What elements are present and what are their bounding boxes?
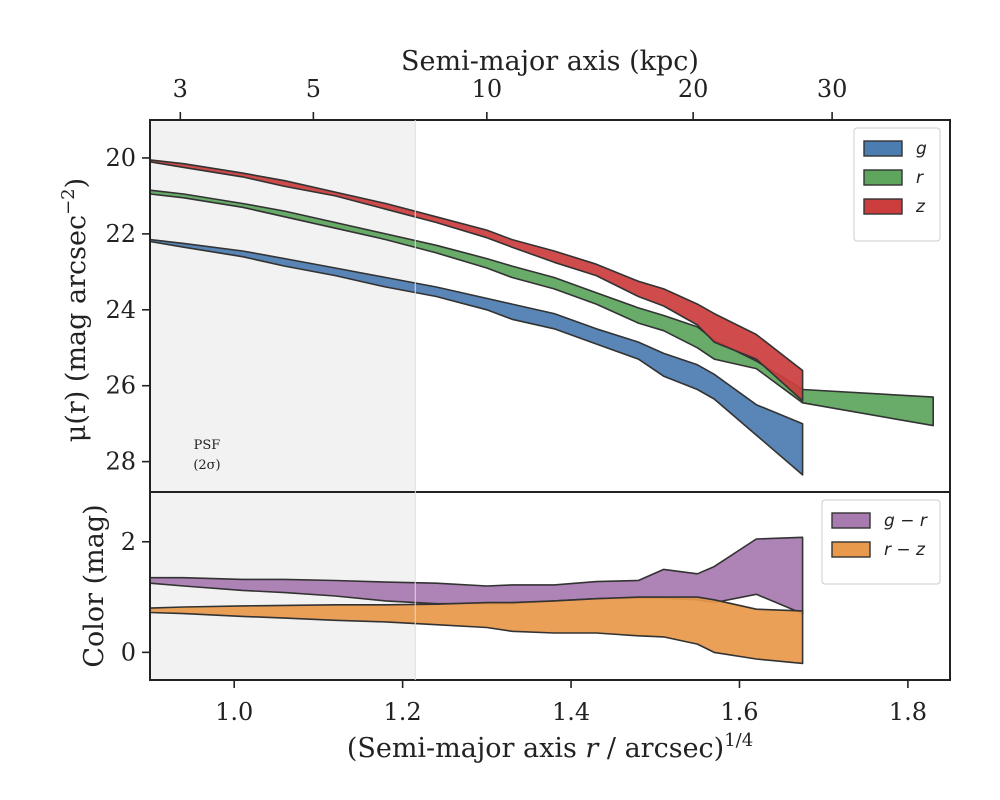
x-tick-label: 1.2 [384,698,422,726]
lower-bands [149,536,804,665]
bottom-axis-title-rest: / arcsec) [598,733,724,764]
band-r [149,189,934,427]
bottom-axis-title-exp: 1/4 [724,730,753,751]
band-g [149,238,804,476]
upper-bands [149,159,934,476]
legend-swatch [863,140,903,157]
y-tick-label: 28 [105,448,136,476]
top-axis-title: Semi-major axis (kpc) [401,46,699,77]
top-x-ticks: 3 5 10 20 30 [173,75,848,120]
y-tick-label: 22 [105,220,136,248]
legend-label: z [915,197,926,217]
legend-swatch [863,169,903,186]
top-tick-label: 3 [173,75,188,103]
band-rz [149,596,804,665]
legend-label: r − z [884,540,926,560]
upper-y-axis-title-exp: −2 [58,188,79,215]
lower-y-axis-title: Color (mag) [79,504,110,667]
x-tick-label: 1.6 [720,698,758,726]
lower-y-ticks: 02 [121,528,150,666]
top-tick-label: 5 [306,75,321,103]
legend-swatch [863,198,903,215]
legend-label: r [916,168,924,188]
color-panel: 02 1.0 1.2 1.4 1.6 1.8 g − rr − z Color (mag… [79,491,951,764]
x-tick-label: 1.0 [215,698,253,726]
upper-y-axis-title-base: μ(r) (mag arcsec [61,215,92,442]
psf-label-line1: PSF [194,438,221,453]
upper-legend: grz [853,127,941,242]
surface-brightness-panel: 20 22 24 26 28 3 5 10 20 30 PSF (2σ) grz μ(r) (m… [58,75,951,493]
bottom-axis-title-base: (Semi-major axis [347,733,586,764]
top-tick-label: 10 [472,75,503,103]
psf-label-line2: (2σ) [193,458,220,473]
y-tick-label: 0 [121,638,136,666]
bottom-axis-title: (Semi-major axis r / arcsec)1/4 [347,730,753,764]
x-tick-label: 1.8 [889,698,927,726]
legend-swatch [831,541,871,558]
upper-y-axis-title-close: ) [61,178,92,189]
bottom-x-ticks: 1.0 1.2 1.4 1.6 1.8 [215,680,927,726]
bottom-axis-title-italic: r [585,733,600,764]
lower-legend: g − r r − z [821,499,941,585]
y-tick-label: 2 [121,528,136,556]
band-z [149,159,804,402]
legend-swatch [831,512,871,529]
y-tick-label: 24 [105,296,136,324]
x-tick-label: 1.4 [552,698,590,726]
psf-region [150,120,416,492]
top-tick-label: 30 [817,75,848,103]
legend-label: g − r [884,511,928,531]
y-tick-label: 26 [105,372,136,400]
y-tick-label: 20 [105,144,136,172]
upper-y-axis-title: μ(r) (mag arcsec−2) [58,178,92,442]
legend-label: g [916,139,927,159]
upper-y-ticks: 20 22 24 26 28 [105,144,150,476]
lower-panel-frame [149,491,951,681]
top-tick-label: 20 [678,75,709,103]
